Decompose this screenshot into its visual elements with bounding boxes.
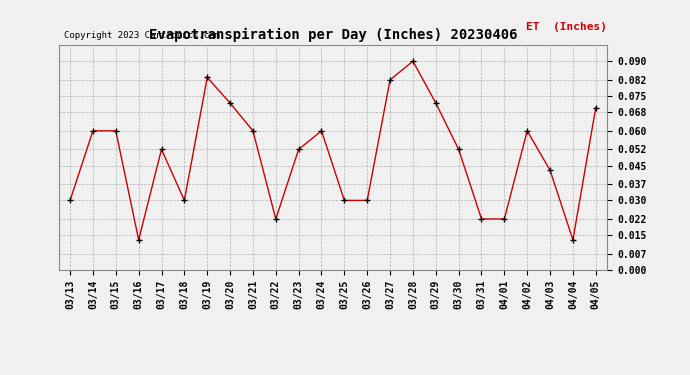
Title: Evapotranspiration per Day (Inches) 20230406: Evapotranspiration per Day (Inches) 2023… bbox=[148, 28, 518, 42]
Text: Copyright 2023 Cartronics.com: Copyright 2023 Cartronics.com bbox=[64, 32, 220, 40]
Text: ET  (Inches): ET (Inches) bbox=[526, 21, 607, 32]
